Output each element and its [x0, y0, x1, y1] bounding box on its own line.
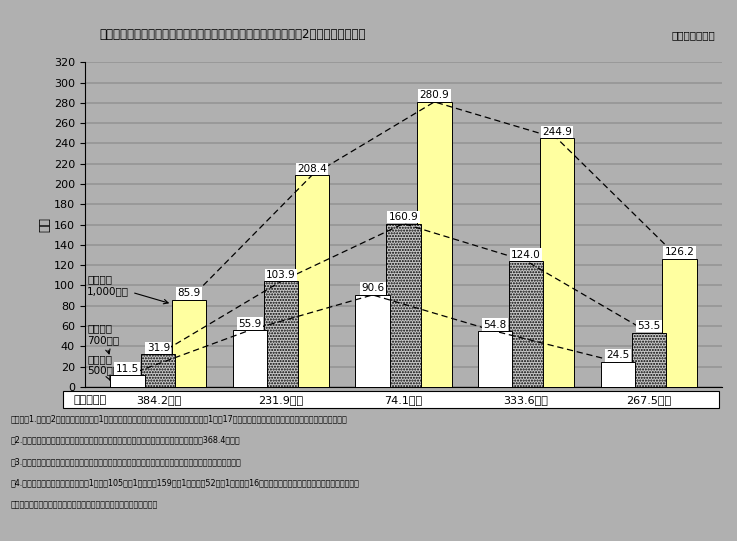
Text: 3.日本の個人住民税は所得割のみである。アメリカの住民税はニューヨーク州の所得税を例にしている。: 3.日本の個人住民税は所得割のみである。アメリカの住民税はニューヨーク州の所得税…	[11, 457, 242, 466]
Bar	[539, 138, 574, 387]
Text: 244.9: 244.9	[542, 127, 572, 137]
Text: （注）、1.夫婦子2人（日本は子のうち1人は特定扶養親族に該当し、アメリカは子のうち1人あ17歳未満としている。）のサラリーマンの場合である。: （注）、1.夫婦子2人（日本は子のうち1人は特定扶養親族に該当し、アメリカは子の…	[11, 414, 348, 423]
Text: 11.5: 11.5	[116, 364, 139, 374]
Text: 126.2: 126.2	[665, 247, 694, 258]
Text: 90.6: 90.6	[361, 283, 384, 293]
Bar	[172, 300, 206, 387]
Text: 55.9: 55.9	[238, 319, 262, 328]
Text: 給与収入
700万円: 給与収入 700万円	[87, 324, 119, 354]
Text: 53.5: 53.5	[637, 321, 660, 331]
Text: 31.9: 31.9	[147, 343, 170, 353]
Bar	[142, 354, 175, 387]
Text: 24.5: 24.5	[606, 351, 629, 360]
Bar	[111, 375, 144, 387]
Text: 267.5万円: 267.5万円	[626, 394, 671, 405]
Text: 124.0: 124.0	[511, 249, 541, 260]
Bar	[355, 295, 390, 387]
Text: 課税最低限: 課税最低限	[74, 394, 107, 405]
Bar	[264, 281, 298, 387]
Text: 280.9: 280.9	[419, 90, 450, 101]
Text: 231.9万円: 231.9万円	[259, 394, 304, 405]
Bar	[632, 333, 666, 387]
Bar	[601, 362, 635, 387]
Text: 85.9: 85.9	[178, 288, 201, 298]
Bar	[509, 261, 543, 387]
Text: 給与収入階級別の所得税・個人住民税負担額の国際比較（夫婦子2人の給与所得者）: 給与収入階級別の所得税・個人住民税負担額の国際比較（夫婦子2人の給与所得者）	[99, 28, 366, 41]
Bar	[663, 259, 696, 387]
Bar	[386, 223, 421, 387]
Text: 平成１１年１２月から平成１２年５月までの実勢相場の平均値）: 平成１１年１２月から平成１２年５月までの実勢相場の平均値）	[11, 500, 158, 510]
Text: 給与収入
500万円: 給与収入 500万円	[87, 354, 119, 381]
Text: 103.9: 103.9	[266, 270, 296, 280]
Bar	[233, 330, 268, 387]
Text: 2.日本は社会保険料控除の近似式の係数改訂後のものである。（改訂前の課税最低限は368.4万円）: 2.日本は社会保険料控除の近似式の係数改訂後のものである。（改訂前の課税最低限は…	[11, 436, 241, 445]
Bar	[295, 175, 329, 387]
Text: 384.2万円: 384.2万円	[136, 394, 181, 405]
Text: 74.1万円: 74.1万円	[385, 394, 422, 405]
Text: 4.邦貨換算は次のレートによる。1ドル＝105円、1ポンド＝159円、1マルク＝52円、1フラン＝16円（基準外国為替相場及び裁定外国為替相場：: 4.邦貨換算は次のレートによる。1ドル＝105円、1ポンド＝159円、1マルク＝…	[11, 479, 360, 488]
Text: 給与収入
1,000万円: 給与収入 1,000万円	[87, 275, 168, 304]
Text: 333.6万円: 333.6万円	[503, 394, 548, 405]
Text: （単位：万円）: （単位：万円）	[671, 31, 715, 41]
Bar	[417, 102, 452, 387]
Text: 160.9: 160.9	[388, 212, 419, 222]
Y-axis label: 万円: 万円	[38, 217, 51, 232]
Text: 54.8: 54.8	[483, 320, 507, 329]
Text: 208.4: 208.4	[297, 164, 326, 174]
Bar	[478, 331, 512, 387]
